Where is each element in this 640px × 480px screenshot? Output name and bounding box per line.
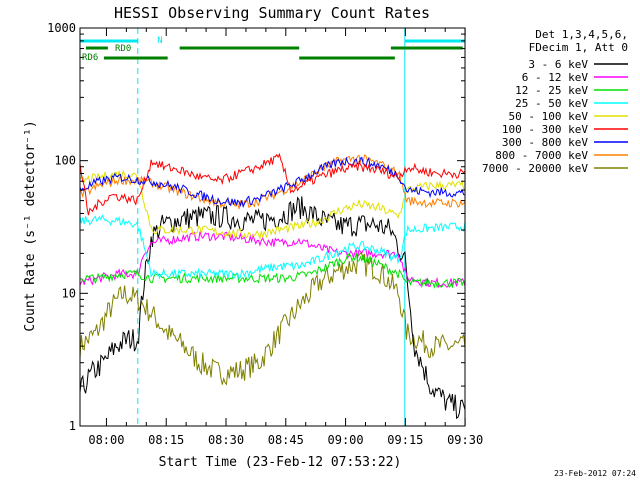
x-tick-label: 09:00 <box>328 433 364 447</box>
series-layer <box>79 152 466 420</box>
series-line-300-800-kev <box>79 156 466 209</box>
plot-frame <box>79 27 466 427</box>
series-line-6-12-kev <box>79 231 466 289</box>
y-tick-label: 100 <box>54 154 76 168</box>
x-axis-ticks: 08:00 08:15 08:30 08:45 09:00 09:15 09:30 <box>88 28 483 447</box>
x-tick-label: 08:15 <box>148 433 184 447</box>
series-line-7000-20000-kev <box>79 252 466 386</box>
series-line-50-100-kev <box>79 169 466 241</box>
rd0-annotation: RD0 <box>115 44 131 54</box>
series-line-3-6-kev <box>79 196 466 420</box>
legend-label: 12 - 25 keV <box>515 84 588 97</box>
y-tick-label: 1000 <box>47 21 76 35</box>
x-tick-label: 08:00 <box>88 433 124 447</box>
n-annotation: N <box>157 36 162 46</box>
attenuator-bars-layer <box>85 46 463 60</box>
y-axis-ticks: 1 10 100 1000 <box>47 21 465 433</box>
chart-title: HESSI Observing Summary Count Rates <box>114 4 430 22</box>
x-axis-label: Start Time (23-Feb-12 07:53:22) <box>159 455 402 470</box>
legend-label: 6 - 12 keV <box>522 71 589 84</box>
footer-date: 23-Feb-2012 07:24 <box>554 469 636 478</box>
legend-label: 800 - 7000 keV <box>495 149 588 162</box>
rd6-annotation: RD6 <box>82 53 98 63</box>
y-axis-label: Count Rate (s⁻¹ detector⁻¹) <box>23 120 38 331</box>
legend-label: 300 - 800 keV <box>502 136 588 149</box>
x-tick-label: 08:30 <box>208 433 244 447</box>
series-line-12-25-kev <box>79 251 466 289</box>
legend-label: 25 - 50 keV <box>515 97 588 110</box>
legend-header-line-1: Det 1,3,4,5,6, <box>535 28 628 41</box>
legend: Det 1,3,4,5,6, FDecim 1, Att 0 3 - 6 keV… <box>482 28 628 175</box>
night-shading-layer <box>80 28 465 426</box>
legend-label: 100 - 300 keV <box>502 123 588 136</box>
x-tick-label: 09:30 <box>447 433 483 447</box>
series-line-100-300-kev <box>79 152 466 216</box>
series-line-25-50-kev <box>79 213 466 280</box>
legend-header-line-2: FDecim 1, Att 0 <box>529 41 628 54</box>
legend-label: 50 - 100 keV <box>509 110 589 123</box>
legend-label: 3 - 6 keV <box>528 58 588 71</box>
y-tick-label: 10 <box>62 286 76 300</box>
x-tick-label: 09:15 <box>387 433 423 447</box>
y-tick-label: 1 <box>69 419 76 433</box>
legend-label: 7000 - 20000 keV <box>482 162 588 175</box>
x-tick-label: 08:45 <box>268 433 304 447</box>
